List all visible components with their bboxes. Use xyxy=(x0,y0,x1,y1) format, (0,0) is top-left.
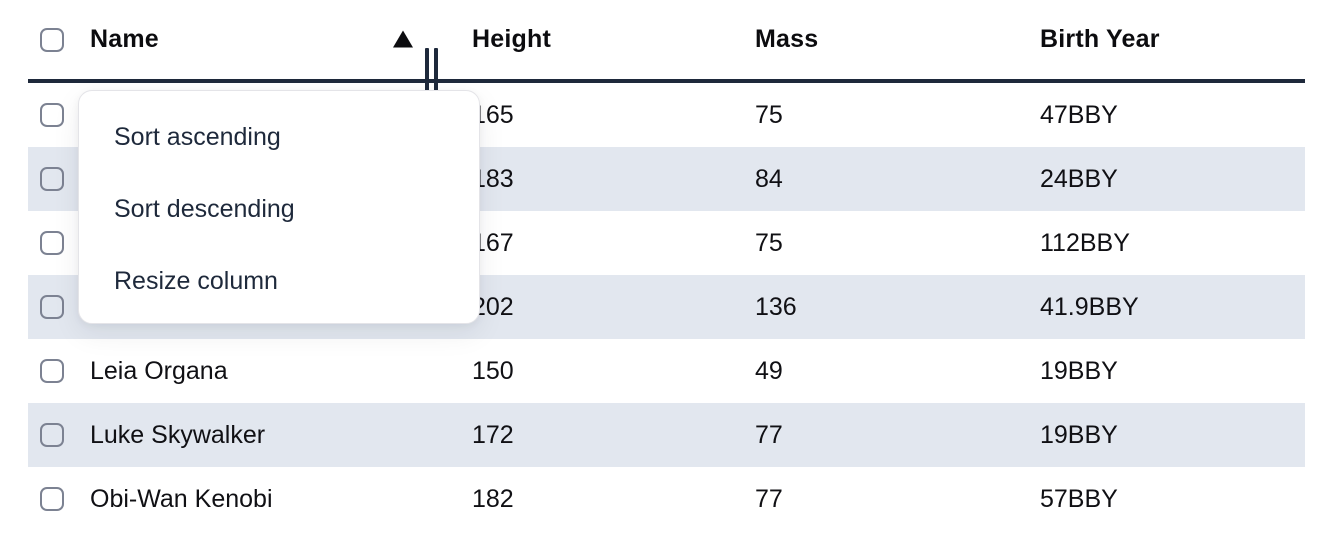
cell-birth-year: 24BBY xyxy=(1040,164,1118,193)
menu-item-resize-column[interactable]: Resize column xyxy=(114,266,278,295)
table-header-row: Name Height Mass Birth Year xyxy=(28,0,1305,100)
column-header-height-label: Height xyxy=(472,25,551,53)
column-header-height[interactable]: Height xyxy=(472,25,755,54)
column-header-name-label: Name xyxy=(90,25,159,53)
cell-mass: 77 xyxy=(755,420,783,449)
resize-bar-icon xyxy=(425,48,429,100)
column-header-name[interactable]: Name xyxy=(90,25,472,100)
table-row: Leia Organa 150 49 19BBY xyxy=(28,339,1305,403)
cell-mass: 77 xyxy=(755,484,783,513)
cell-mass: 75 xyxy=(755,100,783,129)
sort-ascending-icon[interactable] xyxy=(393,29,413,47)
column-header-birth-year-label: Birth Year xyxy=(1040,25,1160,53)
table-row: Luke Skywalker 172 77 19BBY xyxy=(28,403,1305,467)
column-context-menu: Sort ascending Sort descending Resize co… xyxy=(78,90,480,324)
row-checkbox[interactable] xyxy=(40,167,64,191)
header-checkbox-cell xyxy=(28,27,90,52)
row-checkbox[interactable] xyxy=(40,423,64,447)
row-checkbox[interactable] xyxy=(40,487,64,511)
cell-mass: 84 xyxy=(755,164,783,193)
cell-height: 182 xyxy=(472,484,514,513)
column-header-birth-year[interactable]: Birth Year xyxy=(1040,25,1305,54)
select-all-checkbox[interactable] xyxy=(40,27,64,52)
cell-birth-year: 19BBY xyxy=(1040,356,1118,385)
resize-bar-icon xyxy=(434,48,438,100)
cell-mass: 75 xyxy=(755,228,783,257)
cell-mass: 136 xyxy=(755,292,797,321)
cell-height: 150 xyxy=(472,356,514,385)
cell-name: Leia Organa xyxy=(90,356,228,385)
cell-birth-year: 19BBY xyxy=(1040,420,1118,449)
cell-birth-year: 112BBY xyxy=(1040,228,1130,257)
cell-height: 172 xyxy=(472,420,514,449)
cell-birth-year: 47BBY xyxy=(1040,100,1118,129)
menu-item-sort-ascending[interactable]: Sort ascending xyxy=(114,122,281,151)
column-header-mass-label: Mass xyxy=(755,25,819,53)
column-resize-handle[interactable] xyxy=(425,48,438,100)
row-checkbox[interactable] xyxy=(40,295,64,319)
cell-name: Luke Skywalker xyxy=(90,420,266,449)
cell-birth-year: 57BBY xyxy=(1040,484,1118,513)
cell-birth-year: 41.9BBY xyxy=(1040,292,1139,321)
menu-item-sort-descending[interactable]: Sort descending xyxy=(114,194,295,223)
cell-name: Obi-Wan Kenobi xyxy=(90,484,273,513)
cell-mass: 49 xyxy=(755,356,783,385)
row-checkbox[interactable] xyxy=(40,359,64,383)
row-checkbox[interactable] xyxy=(40,231,64,255)
table-row: Obi-Wan Kenobi 182 77 57BBY xyxy=(28,467,1305,531)
column-header-mass[interactable]: Mass xyxy=(755,25,1040,54)
row-checkbox[interactable] xyxy=(40,103,64,127)
